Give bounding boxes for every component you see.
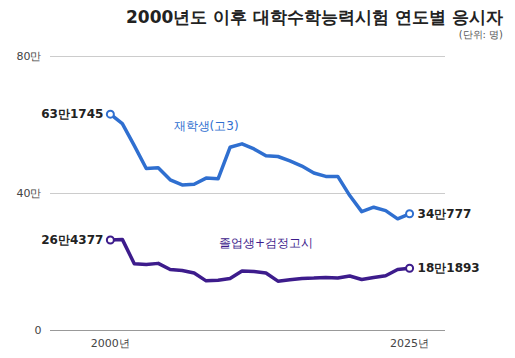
- svg-text:80만: 80만: [17, 50, 42, 63]
- svg-text:2000년: 2000년: [91, 337, 130, 350]
- svg-text:34만777: 34만777: [418, 207, 472, 221]
- svg-text:18만1893: 18만1893: [418, 261, 480, 275]
- svg-text:26만4377: 26만4377: [41, 233, 103, 247]
- html-text:2000년도 이후 대학수학능력시험 연도별 응시자: 2000년도 이후 대학수학능력시험 연도별 응시자: [126, 7, 503, 27]
- svg-text:졸업생+검정고시: 졸업생+검정고시: [219, 236, 313, 250]
- svg-text:63만1745: 63만1745: [41, 107, 103, 121]
- html-text:(단위: 명): (단위: 명): [458, 29, 503, 40]
- svg-text:2025년: 2025년: [390, 337, 429, 350]
- svg-text:0: 0: [35, 324, 42, 337]
- svg-text:재학생(고3): 재학생(고3): [174, 119, 239, 133]
- svg-text:40만: 40만: [17, 187, 42, 200]
